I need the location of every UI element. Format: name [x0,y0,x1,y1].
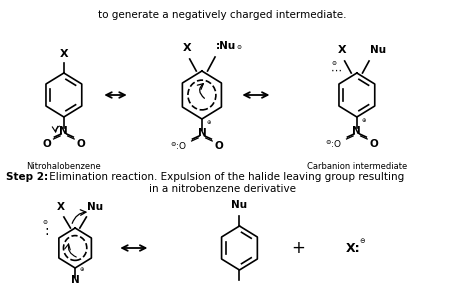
Text: Nu: Nu [231,200,247,210]
Text: :: : [45,224,49,238]
Text: +: + [292,239,306,257]
Text: O: O [369,139,378,149]
Text: :Nu: :Nu [216,41,236,51]
Text: $^{\oplus}$: $^{\oplus}$ [79,266,85,275]
Text: Carbanion intermediate: Carbanion intermediate [307,162,407,171]
Text: O: O [214,141,223,151]
Text: N: N [198,128,206,138]
Text: $^{\ominus}$: $^{\ominus}$ [359,238,366,248]
Text: N: N [353,126,361,136]
Text: N: N [71,275,80,285]
Text: $^{\oplus}$: $^{\oplus}$ [206,119,212,128]
Text: $^{\ominus}$: $^{\ominus}$ [42,219,48,228]
Text: X: X [60,49,68,59]
Text: Elimination reaction. Expulsion of the halide leaving group resulting: Elimination reaction. Expulsion of the h… [46,172,404,182]
Text: $^{\ominus}$: $^{\ominus}$ [331,61,337,70]
Text: O: O [43,139,51,149]
Text: O: O [76,139,85,149]
Text: $^{\ominus}$: $^{\ominus}$ [236,44,242,53]
Text: X: X [182,43,191,53]
Text: Nu: Nu [87,202,103,212]
Text: $^{\ominus}$:O: $^{\ominus}$:O [325,138,342,150]
Text: ⋯: ⋯ [331,66,342,76]
Text: X: X [337,45,346,55]
Text: Nu: Nu [370,45,386,55]
Text: X:: X: [346,242,360,255]
Text: in a nitrobenzene derivative: in a nitrobenzene derivative [149,184,296,194]
Text: Step 2:: Step 2: [6,172,48,182]
Text: X: X [57,202,65,212]
Text: to generate a negatively charged intermediate.: to generate a negatively charged interme… [98,10,347,20]
Text: $^{\oplus}$: $^{\oplus}$ [361,117,367,126]
Text: N: N [59,126,68,136]
Text: Nitrohalobenzene: Nitrohalobenzene [27,162,101,171]
Text: $^{\ominus}$:O: $^{\ominus}$:O [170,140,187,152]
